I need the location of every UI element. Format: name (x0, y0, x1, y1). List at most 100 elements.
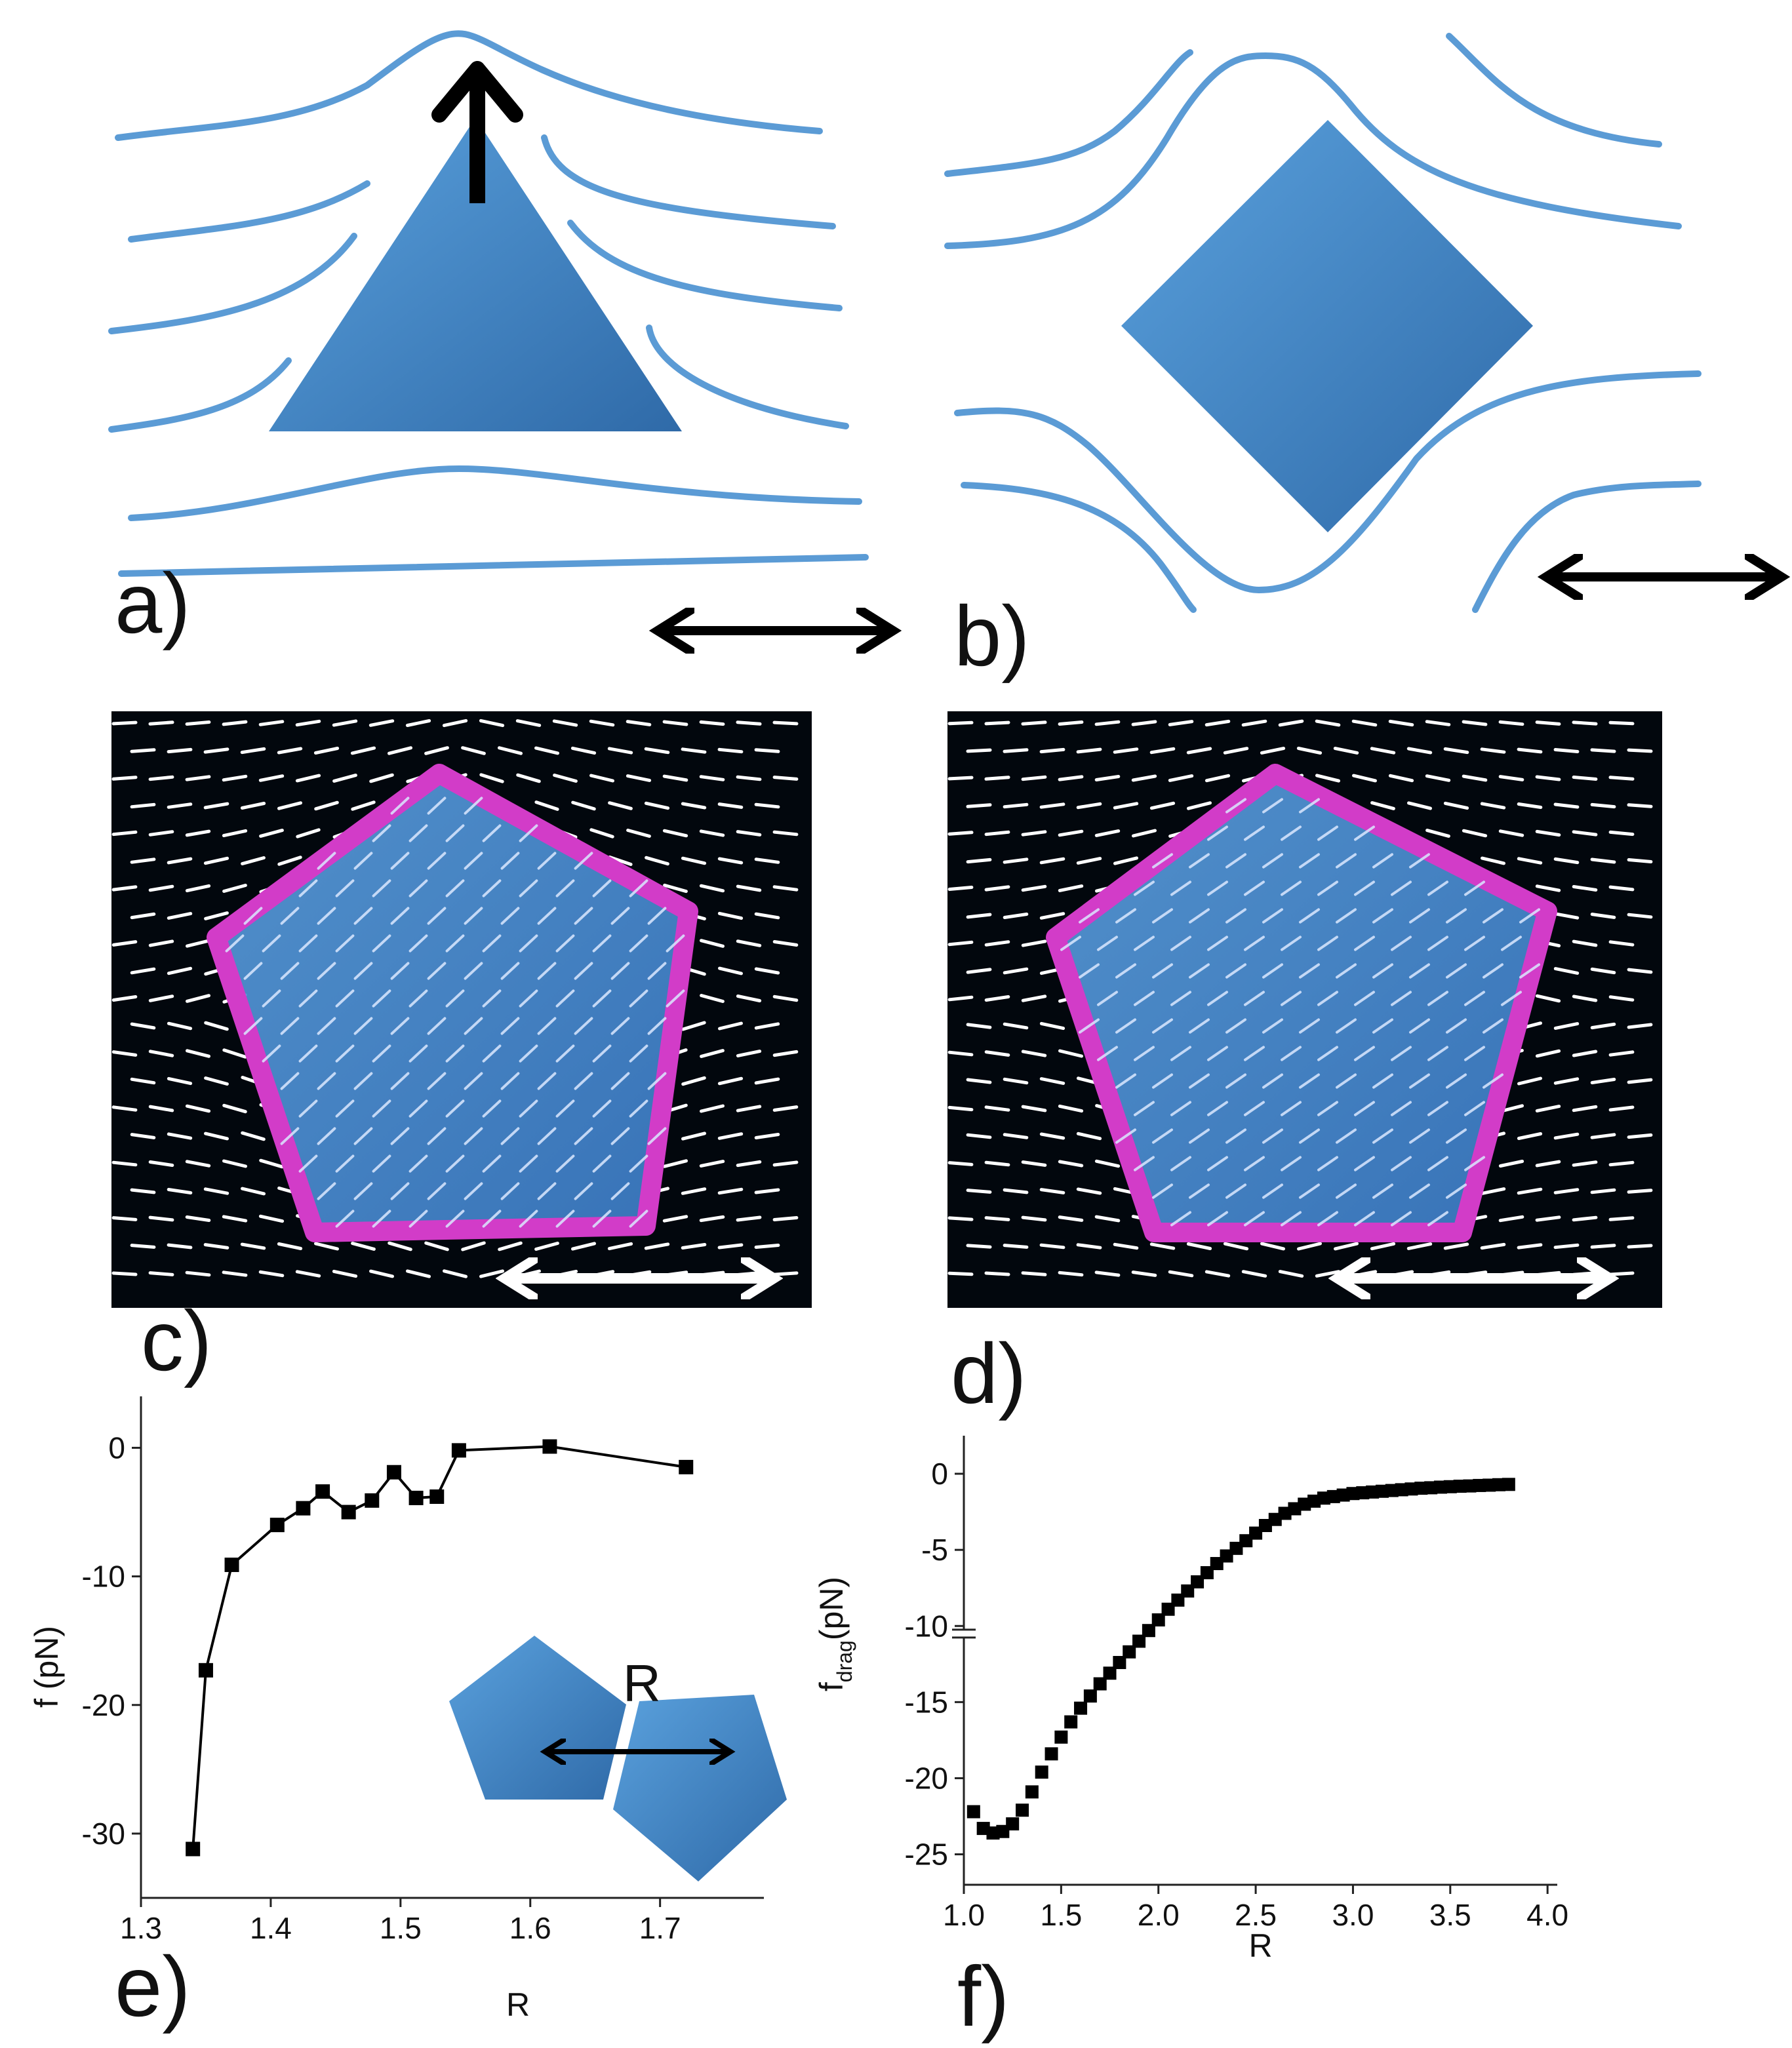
director-segment (1094, 775, 1121, 781)
director-segment (1299, 908, 1320, 924)
director-segment (1186, 1242, 1212, 1250)
director-segment (1039, 802, 1065, 809)
director-segment (1281, 1211, 1302, 1227)
director-segment (500, 962, 520, 980)
director-segment (1168, 774, 1194, 782)
director-segment (1207, 880, 1228, 896)
director-segment (445, 934, 465, 953)
director-segment (754, 1077, 780, 1085)
director-segment (111, 1216, 138, 1221)
director-segment (1094, 1159, 1121, 1168)
director-segment (1079, 963, 1100, 979)
director-segment (335, 1099, 355, 1118)
director-segment (555, 1044, 575, 1063)
director-segment (700, 994, 725, 1003)
director-segment (1281, 1046, 1302, 1061)
director-segment (1572, 1050, 1598, 1057)
director-segment (1207, 1101, 1228, 1116)
director-segment (1406, 1242, 1433, 1250)
data-point-e (429, 1489, 445, 1504)
director-segment (1519, 963, 1540, 979)
director-segment (700, 1104, 725, 1113)
data-point-f (1083, 1689, 1097, 1703)
director-segment (589, 774, 614, 783)
director-segment (1021, 994, 1047, 1002)
director-segment (1535, 884, 1561, 892)
data-point-f (1006, 1817, 1020, 1831)
panel-a-schematic: a) (108, 30, 888, 651)
director-segment (443, 1269, 468, 1278)
director-segment (298, 879, 318, 897)
director-segment (947, 940, 974, 947)
director-segment (1003, 802, 1029, 809)
director-segment (1225, 1183, 1246, 1199)
panel-label-f: f) (957, 1948, 1009, 2044)
director-segment (736, 830, 762, 837)
director-segment (408, 1210, 428, 1228)
director-segment (1021, 1105, 1047, 1113)
director-segment (1354, 1046, 1375, 1061)
director-segment (317, 907, 336, 925)
director-segment (372, 879, 391, 897)
director-segment (372, 1210, 391, 1228)
director-segment (555, 1210, 575, 1228)
director-segment (464, 1127, 483, 1145)
director-segment (1207, 991, 1228, 1006)
director-segment (629, 934, 648, 953)
director-segment (772, 1050, 799, 1057)
director-segment (464, 907, 483, 925)
director-segment (736, 1105, 762, 1113)
director-segment (519, 1099, 538, 1118)
director-segment (1590, 748, 1616, 753)
director-segment (258, 1214, 285, 1223)
director-segment (1296, 747, 1323, 755)
director-segment (681, 747, 707, 754)
director-segment (1627, 1244, 1653, 1249)
director-segment (203, 1243, 229, 1250)
director-segment (353, 1127, 373, 1145)
director-segment (1535, 829, 1561, 837)
director-segment (148, 1050, 174, 1057)
director-segment (353, 1017, 373, 1035)
director-segment (1244, 1046, 1265, 1061)
director-segment (772, 720, 799, 726)
director-segment (1131, 774, 1157, 782)
director-segment (610, 907, 630, 925)
director-segment (1354, 1156, 1375, 1172)
director-segment (241, 856, 266, 865)
panel-label-e: e) (115, 1939, 191, 2034)
director-segment (186, 1049, 210, 1058)
director-segment (498, 1241, 523, 1251)
director-segment (1299, 1128, 1320, 1144)
director-segment (1409, 908, 1430, 924)
director-segment (350, 746, 376, 755)
director-segment (681, 1076, 706, 1086)
director-segment (1152, 853, 1173, 869)
director-segment (372, 1044, 391, 1063)
director-segment (1299, 1073, 1320, 1089)
director-segment (1170, 991, 1191, 1006)
director-segment (185, 775, 211, 781)
director-segment (482, 989, 502, 1008)
director-segment (130, 1077, 156, 1085)
director-segment (1262, 963, 1283, 979)
director-segment (298, 1044, 318, 1063)
director-segment (1627, 858, 1653, 863)
director-segment (1281, 991, 1302, 1006)
y-axis-title-main-f: f (813, 1682, 850, 1691)
director-segment (372, 1099, 391, 1118)
director-segment (608, 856, 633, 866)
director-segment (1535, 1160, 1561, 1168)
director-segment (332, 719, 358, 727)
director-segment (148, 1160, 174, 1167)
data-point-f (1045, 1747, 1058, 1761)
director-segment (353, 962, 373, 980)
director-segment (295, 719, 321, 727)
director-segment (1262, 798, 1283, 814)
director-segment (515, 719, 542, 727)
director-segment (1094, 720, 1121, 726)
director-segment (754, 1244, 780, 1249)
director-segment (464, 1072, 483, 1090)
director-segment (1481, 856, 1505, 865)
director-segment (537, 1017, 557, 1035)
